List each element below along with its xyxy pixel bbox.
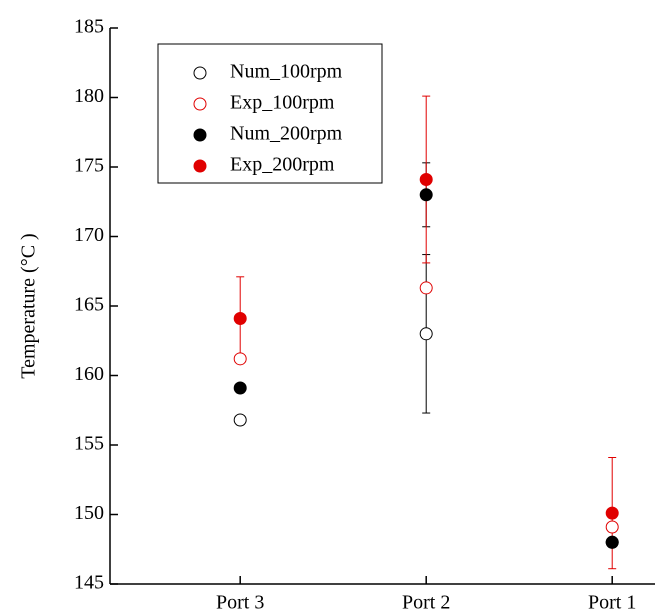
- legend-marker: [193, 159, 207, 173]
- legend-box: [157, 43, 383, 184]
- legend-marker: [193, 128, 207, 142]
- y-tick-label: 150: [74, 502, 104, 524]
- point: [605, 506, 619, 520]
- point: [233, 312, 247, 326]
- y-axis-label: Temperature (°C ): [18, 233, 40, 378]
- legend-label: Num_100rpm: [230, 61, 343, 83]
- point: [419, 173, 433, 187]
- point: [233, 381, 247, 395]
- y-tick-label: 185: [74, 16, 104, 38]
- y-tick-label: 180: [74, 85, 104, 107]
- y-tick-label: 155: [74, 433, 104, 455]
- point: [233, 413, 247, 427]
- point: [419, 188, 433, 202]
- point: [419, 281, 433, 295]
- legend-label: Num_200rpm: [230, 123, 343, 145]
- x-tick-label: Port 1: [588, 592, 636, 614]
- y-tick-label: 170: [74, 224, 104, 246]
- legend-label: Exp_100rpm: [230, 92, 335, 114]
- legend-marker: [193, 97, 207, 111]
- y-tick-label: 165: [74, 294, 104, 316]
- legend-label: Exp_200rpm: [230, 154, 335, 176]
- x-tick-label: Port 2: [402, 592, 450, 614]
- y-tick-label: 160: [74, 363, 104, 385]
- point: [605, 520, 619, 534]
- y-tick-label: 145: [74, 572, 104, 594]
- x-tick-label: Port 3: [216, 592, 264, 614]
- legend-marker: [193, 66, 207, 80]
- point: [605, 535, 619, 549]
- y-tick-label: 175: [74, 155, 104, 177]
- point: [419, 327, 433, 341]
- point: [233, 352, 247, 366]
